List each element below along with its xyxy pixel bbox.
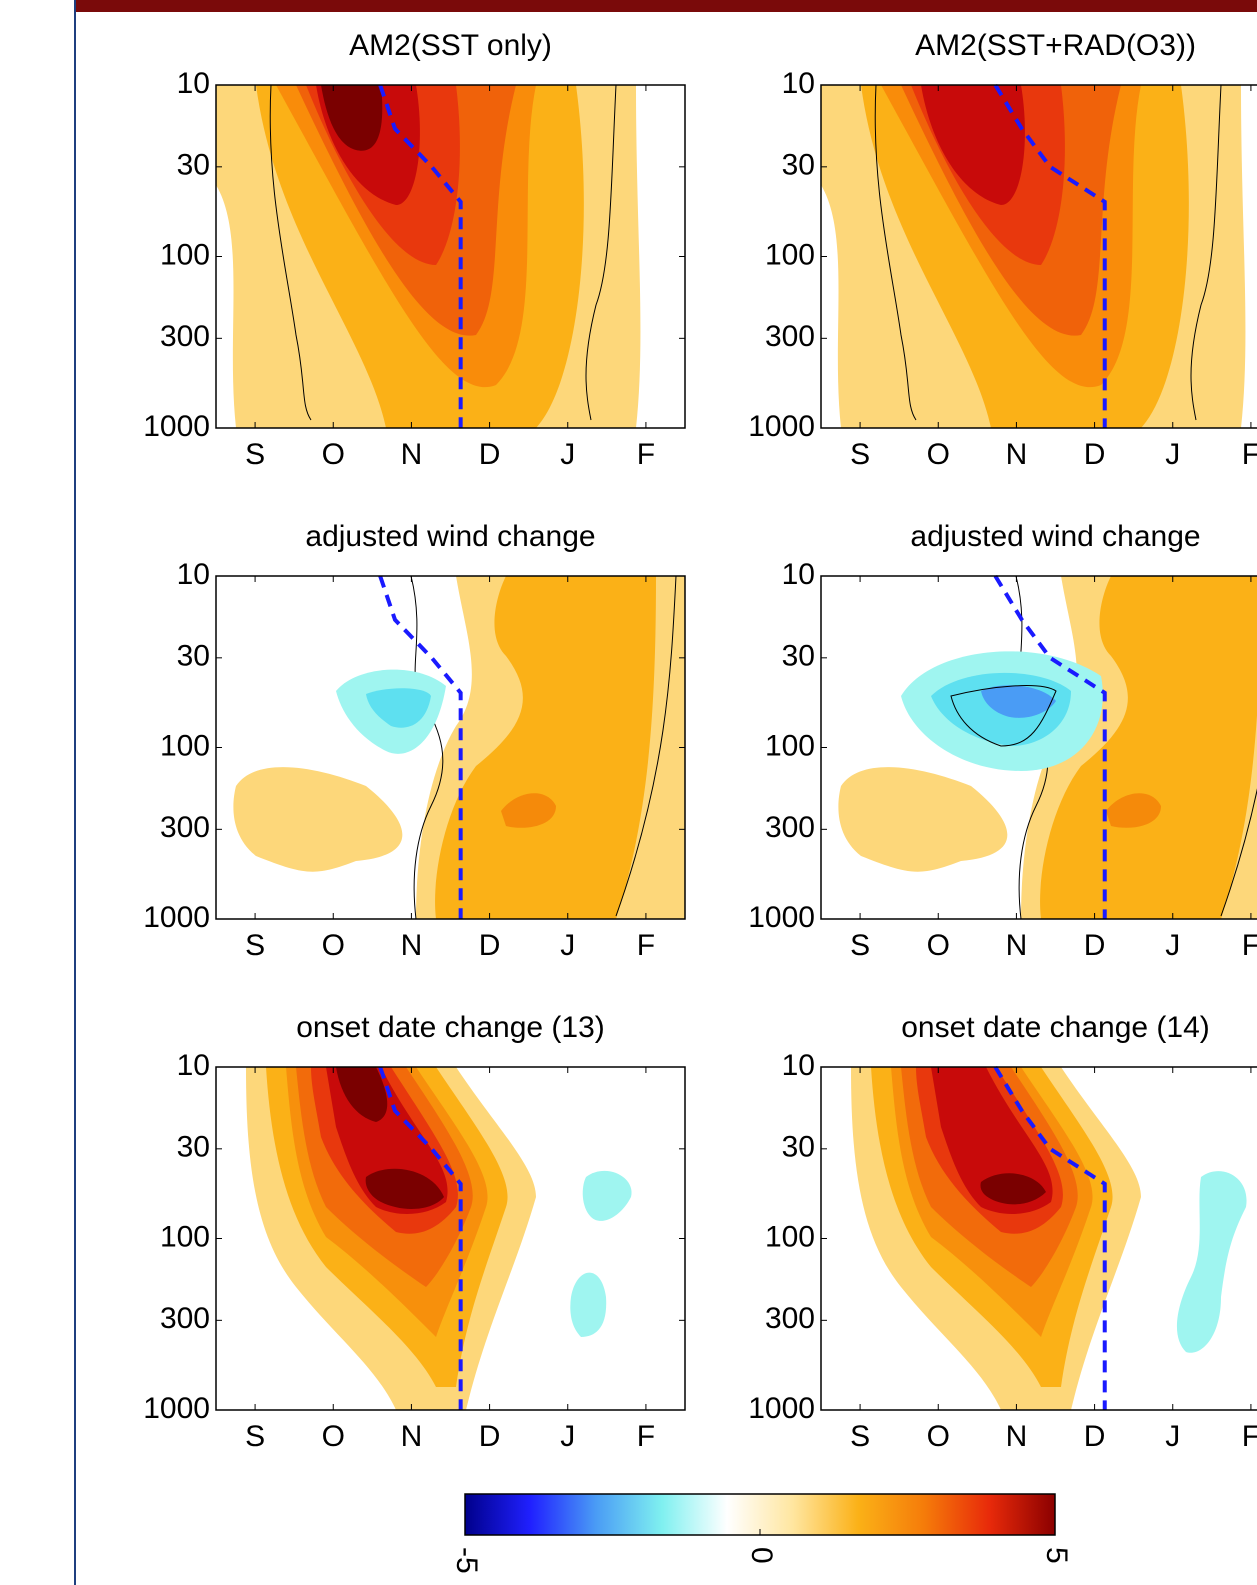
x-tick-label: J xyxy=(1165,929,1180,962)
y-tick-label: 1000 xyxy=(748,1392,815,1425)
x-tick-label: F xyxy=(1242,1420,1257,1453)
y-tick-label: 100 xyxy=(160,1220,210,1253)
x-tick-label: O xyxy=(322,438,345,471)
plot-frame xyxy=(215,84,686,429)
y-tick-label: 300 xyxy=(765,811,815,844)
y-tick-label: 1000 xyxy=(143,901,210,934)
colorbar-tick-label: 0 xyxy=(745,1547,778,1564)
y-tick-label: 30 xyxy=(782,149,815,182)
x-tick-label: J xyxy=(560,438,575,471)
y-tick-label: 100 xyxy=(160,729,210,762)
onset-line xyxy=(378,1066,463,1410)
x-tick-label: O xyxy=(322,1420,345,1453)
x-tick-label: O xyxy=(927,929,950,962)
x-tick-label: N xyxy=(401,929,423,962)
plot-frame xyxy=(215,575,686,920)
x-tick-label: F xyxy=(1242,438,1257,471)
x-tick-label: D xyxy=(1084,929,1106,962)
x-tick-label: N xyxy=(401,1420,423,1453)
x-tick-label: J xyxy=(1165,1420,1180,1453)
x-tick-label: F xyxy=(637,438,655,471)
x-tick-label: F xyxy=(1242,929,1257,962)
y-tick-label: 300 xyxy=(765,320,815,353)
x-tick-label: S xyxy=(245,438,265,471)
panel-title: adjusted wind change xyxy=(910,520,1200,553)
x-tick-label: N xyxy=(1006,1420,1028,1453)
panel-title: adjusted wind change xyxy=(305,520,595,553)
y-tick-label: 1000 xyxy=(748,901,815,934)
colorbar xyxy=(464,1493,1056,1536)
contour-fill xyxy=(232,576,685,919)
x-tick-label: J xyxy=(1165,438,1180,471)
y-tick-label: 30 xyxy=(782,1131,815,1164)
contour-fill xyxy=(216,85,641,428)
y-tick-label: 30 xyxy=(177,149,210,182)
y-tick-label: 10 xyxy=(177,558,210,591)
contour-fill xyxy=(851,1067,1247,1410)
x-tick-label: D xyxy=(1084,438,1106,471)
y-tick-label: 1000 xyxy=(143,1392,210,1425)
x-tick-label: S xyxy=(850,438,870,471)
panel-title: AM2(SST+RAD(O3)) xyxy=(915,29,1196,62)
y-tick-label: 300 xyxy=(160,811,210,844)
header-bar xyxy=(75,0,1257,12)
plot-frame xyxy=(215,1066,686,1411)
x-tick-label: N xyxy=(401,438,423,471)
y-tick-label: 100 xyxy=(765,729,815,762)
colorbar-tick-label: 5 xyxy=(1040,1547,1073,1564)
y-tick-label: 10 xyxy=(177,67,210,100)
x-tick-label: O xyxy=(927,438,950,471)
y-tick-label: 30 xyxy=(177,1131,210,1164)
y-tick-label: 1000 xyxy=(748,410,815,443)
x-tick-label: D xyxy=(479,929,501,962)
panel-title: AM2(SST only) xyxy=(349,29,552,62)
panel-title: onset date change (13) xyxy=(296,1011,605,1044)
y-tick-label: 100 xyxy=(765,1220,815,1253)
x-tick-label: S xyxy=(850,929,870,962)
x-tick-label: F xyxy=(637,929,655,962)
y-tick-label: 10 xyxy=(177,1049,210,1082)
y-tick-label: 100 xyxy=(765,238,815,271)
y-tick-label: 100 xyxy=(160,238,210,271)
x-tick-label: D xyxy=(479,1420,501,1453)
contour-fill xyxy=(837,576,1257,919)
x-tick-label: N xyxy=(1006,929,1028,962)
y-tick-label: 10 xyxy=(782,67,815,100)
x-tick-label: D xyxy=(479,438,501,471)
panel-title: onset date change (14) xyxy=(901,1011,1210,1044)
y-tick-label: 30 xyxy=(177,640,210,673)
x-tick-label: O xyxy=(322,929,345,962)
x-tick-label: J xyxy=(560,929,575,962)
contour-fill xyxy=(246,1067,632,1410)
x-tick-label: S xyxy=(850,1420,870,1453)
y-tick-label: 1000 xyxy=(143,410,210,443)
y-tick-label: 300 xyxy=(160,1302,210,1335)
plot-frame xyxy=(820,1066,1257,1411)
x-tick-label: N xyxy=(1006,438,1028,471)
y-tick-label: 300 xyxy=(160,320,210,353)
x-tick-label: S xyxy=(245,929,265,962)
x-tick-label: F xyxy=(637,1420,655,1453)
x-tick-label: O xyxy=(927,1420,950,1453)
x-tick-label: J xyxy=(560,1420,575,1453)
onset-line xyxy=(378,84,463,428)
y-tick-label: 10 xyxy=(782,1049,815,1082)
plot-frame xyxy=(820,84,1257,429)
contour-fill xyxy=(821,85,1246,428)
y-tick-label: 300 xyxy=(765,1302,815,1335)
x-tick-label: D xyxy=(1084,1420,1106,1453)
x-tick-label: S xyxy=(245,1420,265,1453)
onset-line xyxy=(378,575,463,919)
colorbar-tick-label: -5 xyxy=(450,1547,483,1574)
y-tick-label: 10 xyxy=(782,558,815,591)
y-tick-label: 30 xyxy=(782,640,815,673)
plot-frame xyxy=(820,575,1257,920)
